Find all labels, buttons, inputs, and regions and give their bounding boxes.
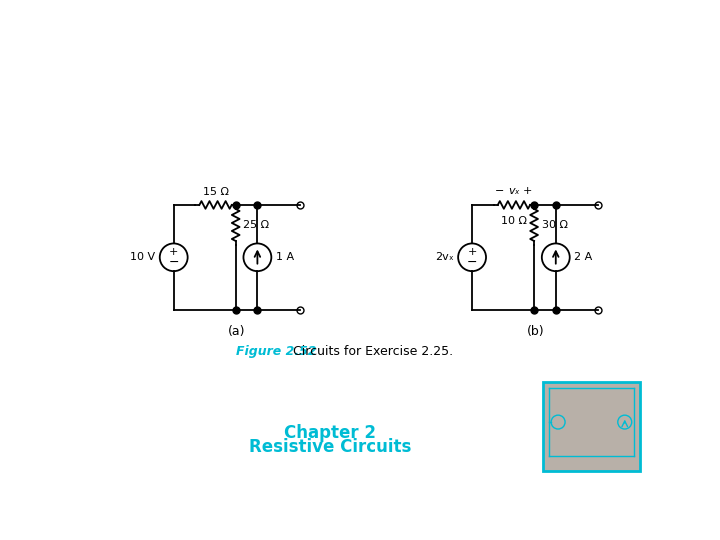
Text: (b): (b)	[526, 325, 544, 338]
Text: 2 A: 2 A	[575, 252, 593, 262]
Text: (a): (a)	[228, 325, 246, 338]
Text: 15 Ω: 15 Ω	[202, 187, 228, 197]
Text: 2vₓ: 2vₓ	[435, 252, 454, 262]
Text: +: +	[467, 247, 477, 257]
Text: +: +	[523, 186, 533, 195]
Text: vₓ: vₓ	[508, 186, 520, 195]
Text: Chapter 2: Chapter 2	[284, 424, 377, 442]
Text: 10 V: 10 V	[130, 252, 155, 262]
Text: 1 A: 1 A	[276, 252, 294, 262]
Text: −: −	[495, 186, 505, 195]
Text: 25 Ω: 25 Ω	[243, 220, 269, 230]
Text: Circuits for Exercise 2.25.: Circuits for Exercise 2.25.	[284, 345, 453, 358]
Text: −: −	[467, 256, 477, 269]
FancyBboxPatch shape	[543, 382, 640, 471]
Text: 30 Ω: 30 Ω	[542, 220, 568, 230]
Text: Resistive Circuits: Resistive Circuits	[249, 438, 411, 456]
Text: +: +	[169, 247, 179, 257]
Text: Figure 2.52: Figure 2.52	[235, 345, 316, 358]
Text: −: −	[168, 256, 179, 269]
Text: 10 Ω: 10 Ω	[501, 215, 527, 226]
